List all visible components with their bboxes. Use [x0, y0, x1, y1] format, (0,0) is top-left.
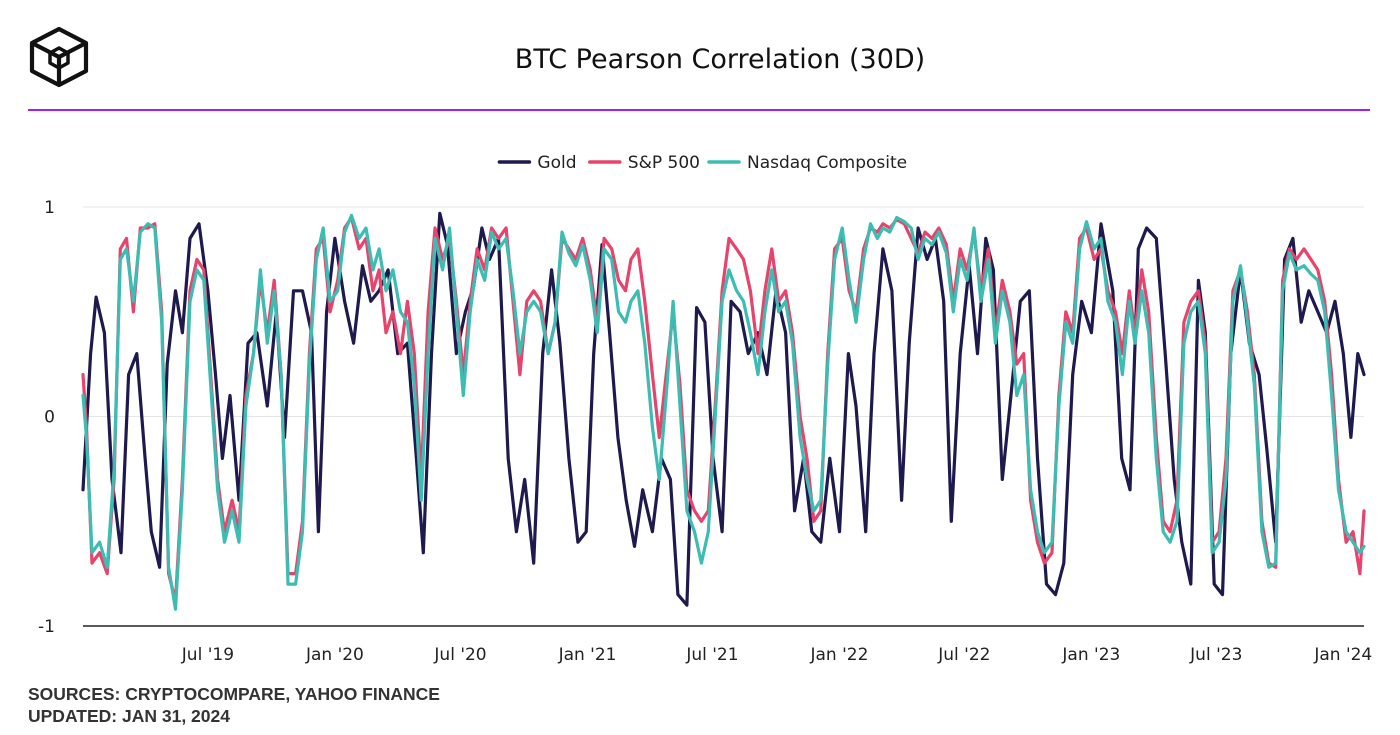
x-tick-label: Jul '19 — [181, 645, 234, 665]
correlation-chart: 1 0 -1 Jul '19 Jan '20 Jul '20 Jan '21 Jul '21 J… — [38, 153, 1372, 665]
legend-label: S&P 500 — [628, 153, 700, 173]
x-tick-label: Jan '21 — [558, 645, 617, 665]
title-divider — [28, 109, 1370, 111]
x-tick-label: Jan '24 — [1313, 645, 1372, 665]
series-line-s-p-500 — [81, 215, 1366, 603]
x-tick-label: Jul '20 — [433, 645, 486, 665]
chart-title: BTC Pearson Correlation (30D) — [514, 44, 926, 75]
brand-logo-icon — [29, 26, 89, 88]
chart-title-container: BTC Pearson Correlation (30D) — [0, 44, 1400, 75]
updated-note: UPDATED: JAN 31, 2024 — [28, 706, 230, 726]
x-tick-label: Jan '23 — [1061, 645, 1120, 665]
x-tick-label: Jul '22 — [937, 645, 990, 665]
x-tick-label: Jan '20 — [305, 645, 364, 665]
y-tick-label: -1 — [38, 617, 55, 637]
y-tick-label: 0 — [44, 408, 55, 428]
x-tick-label: Jan '22 — [809, 645, 868, 665]
x-tick-label: Jul '21 — [685, 645, 738, 665]
footer-notes: SOURCES: CRYPTOCOMPARE, YAHOO FINANCE UP… — [28, 683, 440, 727]
legend-label: Gold — [537, 153, 576, 173]
legend-label: Nasdaq Composite — [747, 153, 907, 173]
series-line-nasdaq-composite — [81, 213, 1366, 611]
x-tick-label: Jul '23 — [1189, 645, 1242, 665]
sources-note: SOURCES: CRYPTOCOMPARE, YAHOO FINANCE — [28, 684, 440, 704]
y-tick-label: 1 — [44, 198, 55, 218]
